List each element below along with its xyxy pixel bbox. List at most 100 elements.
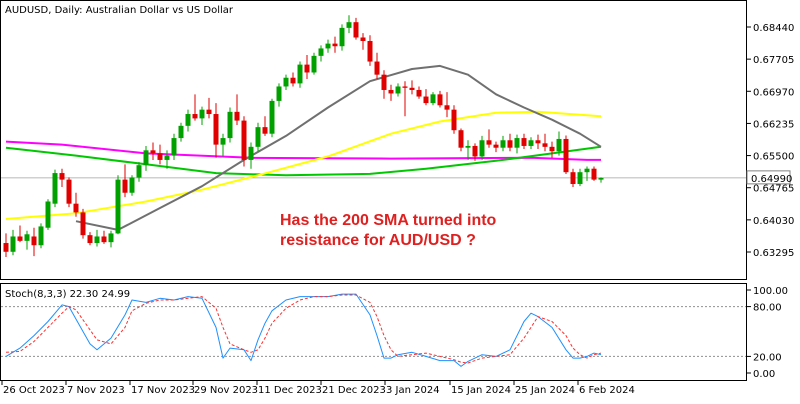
candle [430,92,436,106]
candle [192,94,198,121]
candle [255,122,261,152]
candle-body [367,40,373,62]
candle [563,135,569,174]
candle-body [388,89,394,94]
candle-body [31,236,37,246]
candle-body [59,173,65,180]
candle-body [52,173,58,204]
candle-body [157,153,163,160]
candle [276,83,282,107]
date-axis-label: 17 Nov 2023 [131,385,195,396]
candle [395,83,401,97]
annotation-line: resistance for AUD/USD ? [280,232,476,249]
candle [444,92,450,118]
candle [241,116,247,167]
candle [269,98,275,138]
candle [297,61,303,88]
candle-body [556,138,562,152]
candle-body [248,146,254,160]
candle-body [234,111,240,121]
candle [584,166,590,181]
candle-body [101,236,107,243]
candle [290,72,296,87]
candle-body [486,140,492,145]
candle [500,135,506,152]
candle [31,227,37,257]
candle [87,232,93,246]
candle [360,33,366,50]
candle [325,39,331,53]
candle [234,94,240,125]
candle [199,106,205,125]
candle-body [465,145,471,148]
candle [451,105,457,134]
price-axis-label: 0.65500 [753,152,794,163]
candle [381,70,387,99]
candle [458,128,464,152]
candle-body [395,86,401,94]
candle [437,90,443,108]
candle-body [500,140,506,148]
candle [479,135,485,160]
date-axis-label: 26 Oct 2023 [3,385,65,396]
candle [143,145,149,171]
candle [374,52,380,80]
candle-body [304,64,310,73]
stochastic-pane-frame [0,283,747,381]
candle-body [108,233,114,243]
candle-body [17,236,23,241]
candle-body [73,203,79,213]
candle-body [87,235,93,244]
date-axis-label: 3 Jan 2024 [386,385,440,396]
candle [556,131,562,156]
candle [346,15,352,34]
candle-body [493,144,499,148]
candle [115,175,121,235]
candle-body [598,177,604,180]
candle [591,166,597,181]
date-axis-label: 15 Jan 2024 [451,385,511,396]
candle-body [353,22,359,38]
candle [465,140,471,160]
stoch-signal-line [5,294,602,364]
date-axis-label: 21 Dec 2023 [322,385,386,396]
candle [311,52,317,75]
candle [416,86,422,99]
candle [94,229,100,247]
candle-body [164,155,170,160]
candle-body [262,127,268,134]
candle [423,89,429,106]
candle-body [374,61,380,75]
candle-body [339,27,345,47]
stoch-axis-label: 80.00 [753,303,782,314]
candle-body [206,109,212,115]
candle-body [269,100,275,134]
candle-body [255,127,261,147]
candle [493,141,499,153]
candle [3,233,9,258]
date-axis-label: 6 Feb 2024 [579,385,635,396]
chart-title: AUDUSD, Daily: Australian Dollar vs US D… [5,5,234,16]
candle [17,225,23,243]
candle [52,169,58,208]
price-axis-label: 0.66970 [753,87,794,98]
candle-body [416,89,422,97]
candle-body [570,172,576,184]
sma-green-line [5,145,602,177]
candle [472,143,478,161]
candle-body [318,48,324,56]
candle [318,45,324,62]
candle [206,97,212,119]
candle-body [549,146,555,152]
stoch-main-line [5,293,602,367]
candle [367,35,373,66]
candle-body [430,94,436,104]
price-axis-label: 0.67705 [753,55,794,66]
current-price-label: 0.64990 [751,174,792,185]
candle [549,141,555,158]
candle [150,142,156,160]
candle [570,168,576,188]
candle [157,144,163,165]
stochastic-label: Stoch(8,3,3) 22.30 24.99 [5,289,130,300]
